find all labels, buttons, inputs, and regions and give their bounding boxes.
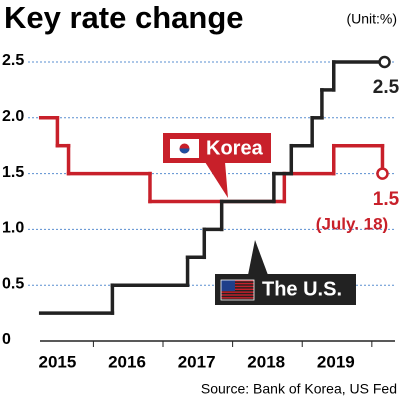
- legend-label: Korea: [206, 137, 264, 159]
- y-tick-label: 0: [2, 331, 11, 348]
- flag-stripe: [221, 297, 254, 299]
- flag: [220, 279, 255, 301]
- flag-stripe: [221, 294, 254, 296]
- x-tick-label: 2019: [317, 352, 355, 371]
- y-tick-label: 2.0: [2, 108, 24, 125]
- chart-title: Key rate change: [4, 0, 244, 35]
- flag-stripe: [221, 282, 254, 285]
- flag-stripe: [221, 280, 254, 282]
- end-marker: [376, 167, 389, 180]
- y-tick-label: 1.0: [2, 220, 24, 237]
- y-tick-label: 0.5: [2, 275, 24, 292]
- x-tick-label: 2015: [38, 352, 76, 371]
- end-marker: [378, 55, 391, 69]
- end-note: (July. 18): [316, 214, 388, 233]
- flag-stripe: [221, 288, 254, 290]
- flag-border: [220, 279, 255, 301]
- source: Source: Bank of Korea, US Fed: [201, 381, 397, 397]
- y-tick-label: 1.5: [2, 164, 24, 181]
- flag-stripe: [221, 285, 254, 288]
- unit-label: (Unit:%): [346, 11, 397, 27]
- flag-canton: [221, 280, 235, 291]
- pointer: [205, 162, 228, 198]
- x-tick-label: 2017: [178, 352, 216, 371]
- y-tick-label: 2.5: [2, 52, 24, 69]
- pointer: [248, 240, 268, 275]
- end-value-label: 2.5: [373, 77, 400, 98]
- end-value-label: 1.5: [373, 189, 400, 210]
- legend-label: The U.S.: [262, 278, 342, 300]
- x-tick-label: 2018: [247, 352, 285, 371]
- flag-stripe: [221, 291, 254, 293]
- x-tick-label: 2016: [108, 352, 146, 371]
- flag-emblem: [179, 148, 190, 154]
